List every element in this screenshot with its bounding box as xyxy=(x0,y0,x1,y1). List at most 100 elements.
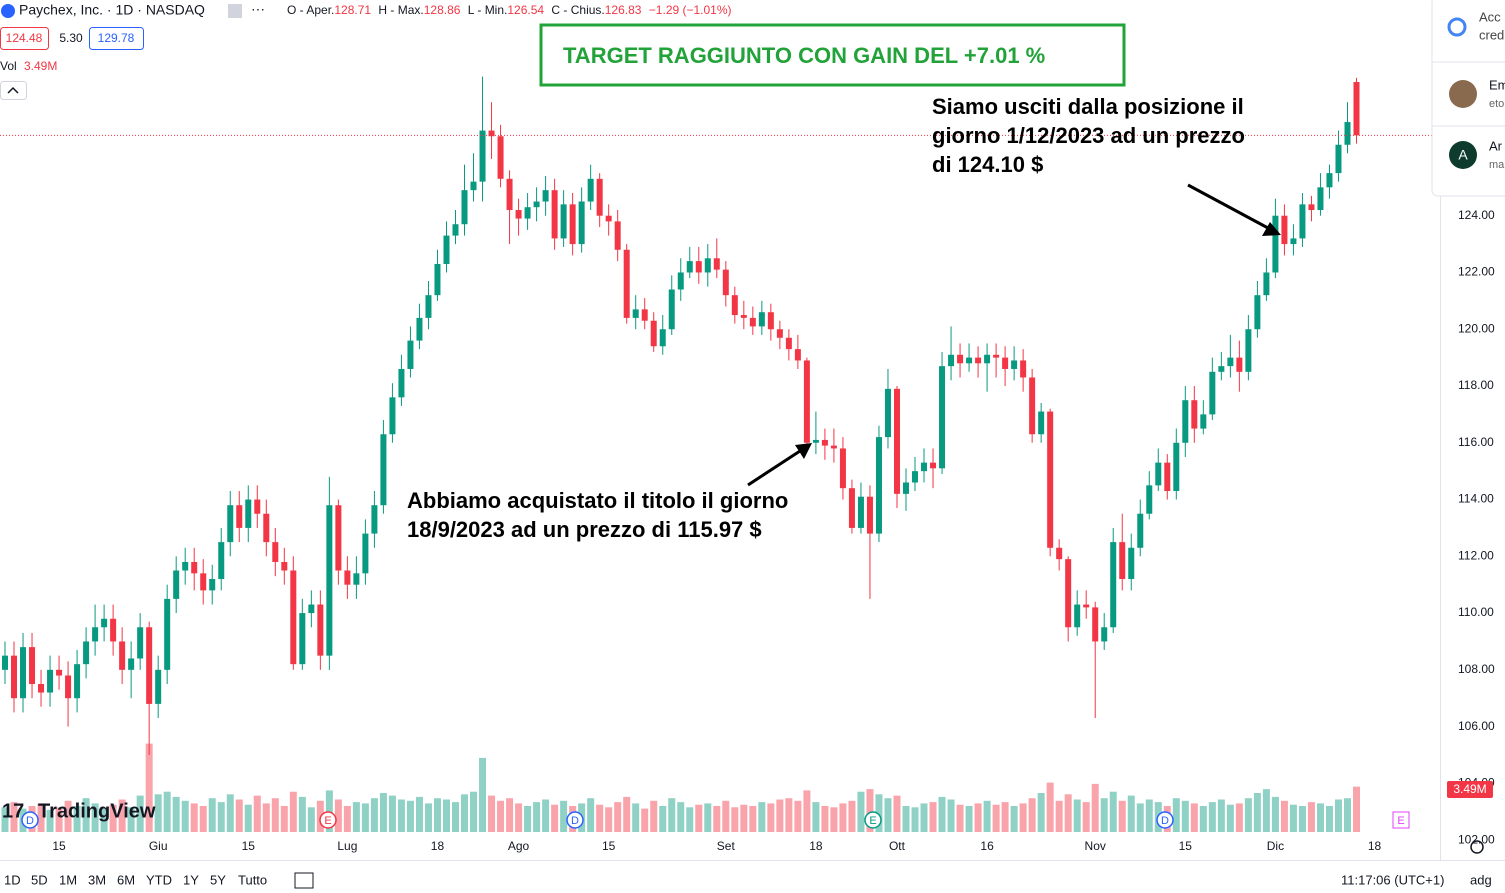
volume-bar xyxy=(370,798,378,832)
volume-bar xyxy=(91,803,99,832)
collapse-button[interactable] xyxy=(0,81,27,100)
candle-body xyxy=(191,561,198,574)
candle-body xyxy=(903,482,909,494)
candle-body xyxy=(452,224,459,236)
candle-body xyxy=(776,329,783,338)
volume-bar xyxy=(1028,798,1036,832)
volume-bar xyxy=(37,803,45,832)
avatar[interactable] xyxy=(1449,141,1477,169)
candle-body xyxy=(596,178,603,216)
date-range-icon[interactable] xyxy=(294,872,314,889)
buy-price: 129.78 xyxy=(98,31,135,45)
candle-body xyxy=(1344,122,1351,145)
volume-bar xyxy=(172,796,180,832)
avatar[interactable] xyxy=(1449,80,1477,108)
candle-body xyxy=(272,542,279,562)
candle-body xyxy=(92,627,99,642)
ohlc-legend: O - Aper.128.71 H - Max.128.86 L - Min.1… xyxy=(287,3,732,17)
range-button[interactable]: YTD xyxy=(146,872,172,887)
collapse-icon xyxy=(7,86,19,94)
event-label: E xyxy=(1397,815,1404,827)
volume-bar xyxy=(848,800,856,832)
candle-body xyxy=(848,488,855,528)
candle-body xyxy=(1281,215,1288,245)
candle-body xyxy=(497,136,504,179)
volume-bar xyxy=(749,806,757,832)
candle-body xyxy=(587,178,594,202)
volume-bar xyxy=(1343,798,1351,832)
volume-bar xyxy=(821,806,829,832)
y-tick-label: 102.00 xyxy=(1458,832,1495,846)
volume-bar xyxy=(307,807,315,832)
event-badge xyxy=(864,811,882,829)
range-button[interactable]: Tutto xyxy=(238,872,267,887)
buy-button[interactable] xyxy=(89,27,144,50)
candle-body xyxy=(1308,204,1315,211)
volume-bar xyxy=(1199,806,1207,832)
logo-mark: 17 xyxy=(2,800,24,822)
range-button[interactable]: 5D xyxy=(31,872,48,887)
volume-bar xyxy=(1001,802,1009,832)
range-button[interactable]: 6M xyxy=(117,872,135,887)
candle-body xyxy=(668,289,675,330)
candle-body xyxy=(695,261,702,273)
candle-body xyxy=(1299,204,1306,239)
candle-body xyxy=(407,340,414,369)
volume-bar xyxy=(235,799,243,832)
volume-bar xyxy=(524,806,532,832)
range-button[interactable]: 3M xyxy=(88,872,106,887)
candle-body xyxy=(1236,357,1243,372)
volume-bar xyxy=(226,794,234,832)
candle-body xyxy=(128,658,135,670)
candle-body xyxy=(1128,547,1135,580)
volume-bar xyxy=(55,807,63,832)
volume-bar xyxy=(73,806,81,832)
candle-body xyxy=(713,258,720,270)
candle-body xyxy=(326,505,333,656)
range-button[interactable]: 1M xyxy=(59,872,77,887)
candle-body xyxy=(173,570,180,599)
candle-body xyxy=(137,627,144,659)
volume-bar xyxy=(1118,800,1126,832)
spread: 5.30 xyxy=(59,31,83,45)
candle-body xyxy=(281,561,288,571)
volume-bar xyxy=(758,802,766,832)
legend-value: 126.83 xyxy=(605,3,642,17)
volume-bar xyxy=(352,802,360,832)
volume-bar xyxy=(1127,795,1135,832)
candle-body xyxy=(975,357,982,364)
candle-body xyxy=(416,317,423,341)
volume-bar xyxy=(1208,802,1216,832)
volume-bar xyxy=(623,796,631,832)
range-button[interactable]: 1Y xyxy=(183,872,199,887)
volume-bar xyxy=(424,803,432,832)
annotation: Abbiamo acquistato il titolo il giorno xyxy=(407,488,788,513)
x-tick-label: Dic xyxy=(1267,839,1284,853)
volume-bar xyxy=(217,802,225,832)
candle-body xyxy=(533,201,540,208)
volume-bar xyxy=(145,743,153,832)
volume-bar xyxy=(920,803,928,832)
sell-button[interactable] xyxy=(0,27,49,50)
volume-bar xyxy=(605,807,613,832)
scale-toggle[interactable]: adg xyxy=(1470,872,1492,887)
candle-body xyxy=(939,366,946,469)
volume-bar xyxy=(866,789,874,832)
panel-text: Ar xyxy=(1489,138,1503,153)
range-button[interactable]: 5Y xyxy=(210,872,226,887)
y-tick-label: 118.00 xyxy=(1458,378,1494,392)
settings-icon[interactable] xyxy=(1470,840,1484,854)
range-button[interactable]: 1D xyxy=(4,872,21,887)
candle-body xyxy=(623,249,630,318)
volume-bar xyxy=(785,798,793,832)
volume-bar xyxy=(64,800,72,832)
more-icon[interactable]: ··· xyxy=(251,1,265,17)
event-label: D xyxy=(26,815,34,827)
event-badge xyxy=(1156,811,1174,829)
volume-bar xyxy=(452,802,459,832)
volume-bar xyxy=(659,806,667,832)
flag-icon[interactable] xyxy=(228,4,242,18)
volume-bar xyxy=(1307,802,1315,832)
candle-body xyxy=(875,437,882,534)
